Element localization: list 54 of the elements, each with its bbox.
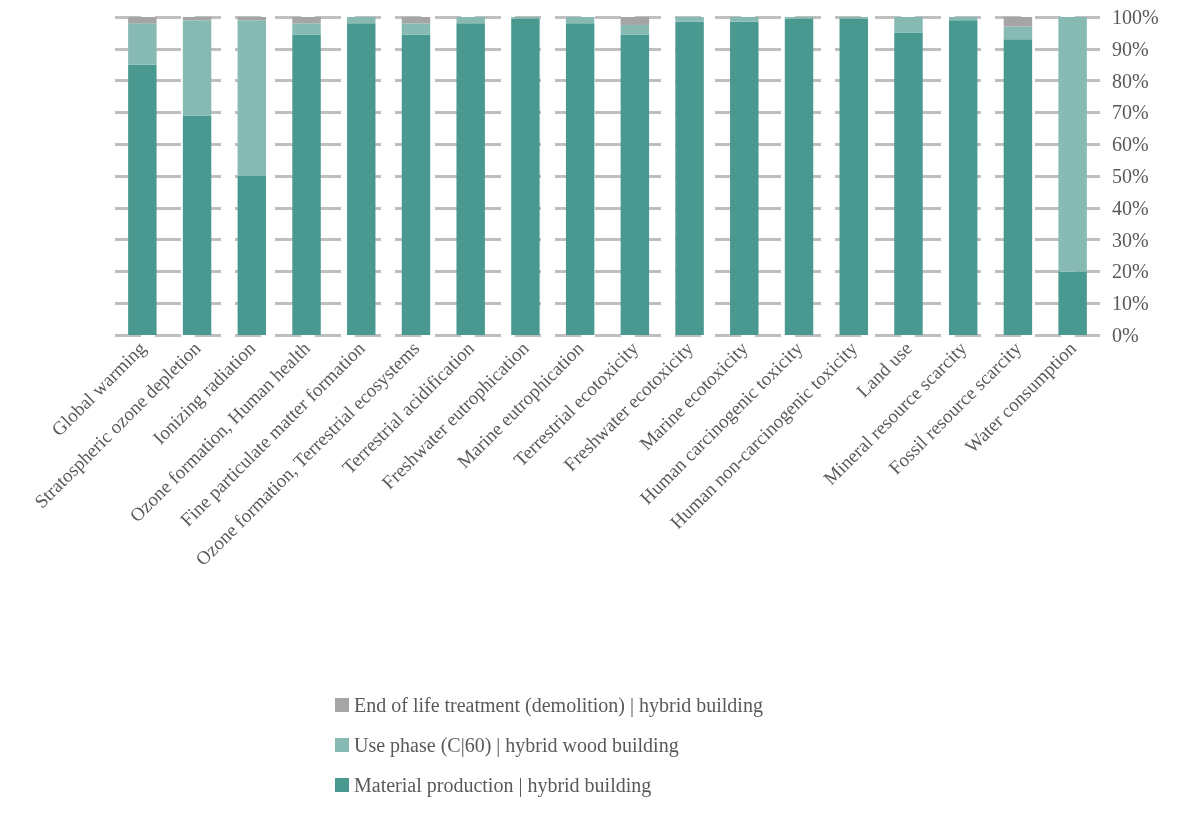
bar (347, 17, 376, 24)
bar (894, 32, 923, 335)
bar (565, 23, 595, 335)
y-tick-label: 40% (1112, 196, 1149, 219)
bar (128, 17, 157, 24)
bar (620, 17, 650, 25)
legend-label: Use phase (C|60) | hybrid wood building (354, 734, 679, 757)
bar (292, 23, 321, 35)
bar (237, 176, 267, 335)
y-tick-label: 70% (1112, 101, 1149, 124)
bar (839, 18, 868, 335)
bar (1058, 17, 1087, 272)
y-tick-label: 60% (1112, 133, 1149, 156)
bar (620, 24, 650, 35)
y-tick-label: 0% (1112, 324, 1139, 346)
bar (347, 23, 376, 335)
bar (948, 20, 978, 335)
bar (1058, 271, 1087, 335)
bar (511, 18, 540, 335)
bar (237, 20, 267, 176)
bar (730, 17, 759, 22)
y-tick-label: 20% (1112, 260, 1149, 283)
bar (182, 20, 212, 116)
bar (1003, 26, 1033, 40)
y-tick-label: 80% (1112, 69, 1149, 92)
bar (565, 17, 595, 24)
bar (128, 64, 157, 335)
bar (456, 23, 485, 335)
bar (237, 17, 267, 21)
legend-label: End of life treatment (demolition) | hybrid building (354, 694, 763, 717)
bar (1003, 39, 1033, 335)
bar (401, 17, 431, 24)
bar (128, 23, 157, 65)
bar (730, 21, 759, 335)
y-tick-label: 100% (1112, 6, 1159, 28)
bar (675, 21, 704, 335)
y-tick-label: 90% (1112, 37, 1149, 60)
y-tick-label: 30% (1112, 228, 1149, 251)
bar (784, 18, 814, 335)
bar (292, 17, 321, 24)
bar (675, 17, 704, 22)
bar (182, 17, 212, 21)
bar (401, 23, 431, 35)
y-tick-label: 10% (1112, 292, 1149, 315)
bar (1003, 17, 1033, 27)
bar (292, 34, 321, 335)
bar (948, 17, 978, 21)
bar (894, 17, 923, 33)
bar (620, 34, 650, 335)
bar (456, 17, 485, 24)
bar (182, 115, 212, 335)
y-tick-label: 50% (1112, 165, 1149, 187)
bar (401, 34, 431, 335)
legend-label: Material production | hybrid building (354, 774, 652, 797)
